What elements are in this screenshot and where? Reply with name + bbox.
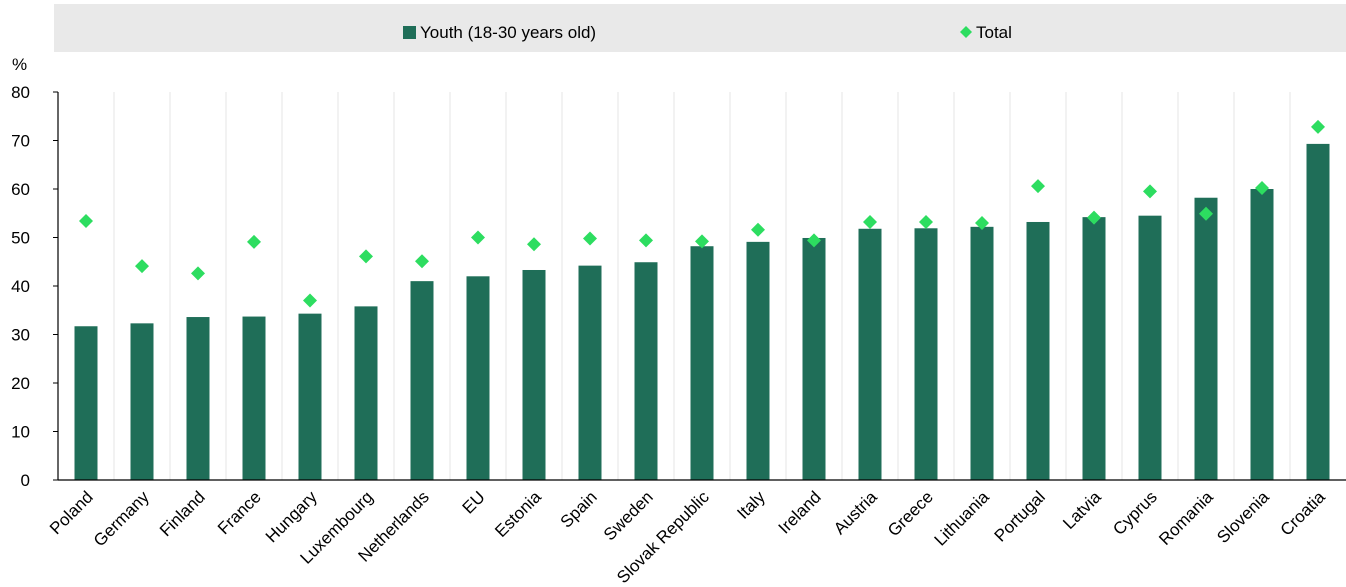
legend-label-total: Total (976, 23, 1012, 42)
x-tick-label: EU (459, 487, 489, 517)
bar-youth (914, 228, 938, 480)
bar-youth (634, 262, 658, 480)
marker-total (191, 266, 205, 281)
x-tick-label: Slovenia (1213, 487, 1273, 547)
y-tick-label: 40 (11, 277, 30, 296)
bar-youth (690, 246, 714, 480)
y-tick-label: 30 (11, 326, 30, 345)
marker-total (79, 214, 93, 229)
bar-youth (186, 317, 210, 480)
marker-total (807, 233, 821, 248)
y-tick-label: 50 (11, 229, 30, 248)
bar-youth (298, 313, 322, 480)
bar-youth (74, 326, 98, 480)
marker-total (863, 214, 877, 229)
x-tick-label: Croatia (1277, 487, 1330, 540)
y-tick-label: 70 (11, 132, 30, 151)
markers-group (79, 119, 1325, 308)
marker-total (695, 234, 709, 249)
x-tick-label: Poland (46, 487, 97, 538)
x-tick-label: Latvia (1059, 487, 1105, 533)
legend: Youth (18-30 years old) Total (403, 23, 1012, 42)
legend-background (54, 4, 1346, 52)
y-axis-unit-label: % (12, 55, 27, 74)
x-tick-label: Germany (90, 487, 153, 550)
bar-youth (354, 306, 378, 480)
x-tick-label: Spain (557, 487, 601, 531)
bar-youth (1250, 189, 1274, 480)
x-tick-label: Cyprus (1109, 487, 1161, 539)
bar-youth (858, 228, 882, 480)
bar-youth (242, 316, 266, 480)
x-tick-label: Lithuania (931, 487, 994, 550)
bar-youth (802, 237, 826, 480)
x-tick-label: Greece (884, 487, 937, 540)
bar-youth (970, 226, 994, 480)
bar-youth (130, 323, 154, 480)
bar-youth (410, 281, 434, 480)
marker-total (1031, 179, 1045, 194)
bar-youth (1026, 221, 1050, 481)
marker-total (1143, 184, 1157, 199)
marker-total (1311, 119, 1325, 134)
y-tick-labels: 0 10 20 30 40 50 60 70 80 (11, 83, 58, 490)
marker-total (1199, 206, 1213, 221)
x-tick-label: Estonia (491, 487, 545, 541)
bar-youth (522, 269, 546, 480)
y-tick-label: 20 (11, 374, 30, 393)
y-tick-label: 10 (11, 423, 30, 442)
x-tick-label: Austria (830, 487, 881, 538)
y-tick-label: 0 (21, 471, 30, 490)
marker-total (415, 254, 429, 269)
marker-total (919, 214, 933, 229)
marker-total (359, 249, 373, 264)
marker-total (1255, 181, 1269, 196)
bar-youth (746, 241, 770, 480)
marker-total (471, 230, 485, 245)
marker-total (303, 293, 317, 308)
bar-youth (466, 276, 490, 480)
x-tick-label: France (214, 487, 265, 538)
bar-youth (1082, 217, 1106, 480)
x-tick-label: Portugal (991, 487, 1049, 545)
marker-total (247, 234, 261, 249)
x-tick-label: Ireland (775, 487, 825, 537)
legend-swatch-total (960, 26, 972, 38)
bar-youth (578, 265, 602, 480)
x-tick-label: Finland (156, 487, 209, 540)
bar-youth (1306, 143, 1330, 480)
x-tick-label: Romania (1155, 487, 1217, 549)
x-tick-label: Sweden (600, 487, 657, 544)
legend-swatch-youth (403, 26, 416, 39)
x-tick-label: Italy (733, 487, 769, 523)
marker-total (751, 222, 765, 237)
bars-group (74, 143, 1330, 481)
y-tick-label: 60 (11, 180, 30, 199)
marker-total (583, 231, 597, 246)
legend-label-youth: Youth (18-30 years old) (420, 23, 596, 42)
marker-total (639, 233, 653, 248)
y-tick-label: 80 (11, 83, 30, 102)
marker-total (135, 259, 149, 274)
bar-youth (1194, 197, 1218, 481)
bar-youth (1138, 215, 1162, 481)
marker-total (1087, 210, 1101, 225)
marker-total (527, 237, 541, 252)
marker-total (975, 215, 989, 230)
grid-lines (113, 92, 1291, 480)
